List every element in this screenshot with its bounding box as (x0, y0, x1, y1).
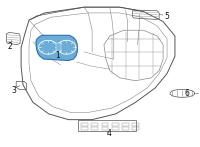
Text: 5: 5 (165, 12, 169, 21)
Text: 6: 6 (184, 89, 189, 98)
Bar (56, 43, 61, 51)
Text: 2: 2 (7, 42, 12, 51)
Text: 1: 1 (55, 51, 60, 60)
Polygon shape (36, 35, 77, 61)
Text: 4: 4 (106, 129, 111, 138)
Text: 3: 3 (11, 86, 16, 95)
